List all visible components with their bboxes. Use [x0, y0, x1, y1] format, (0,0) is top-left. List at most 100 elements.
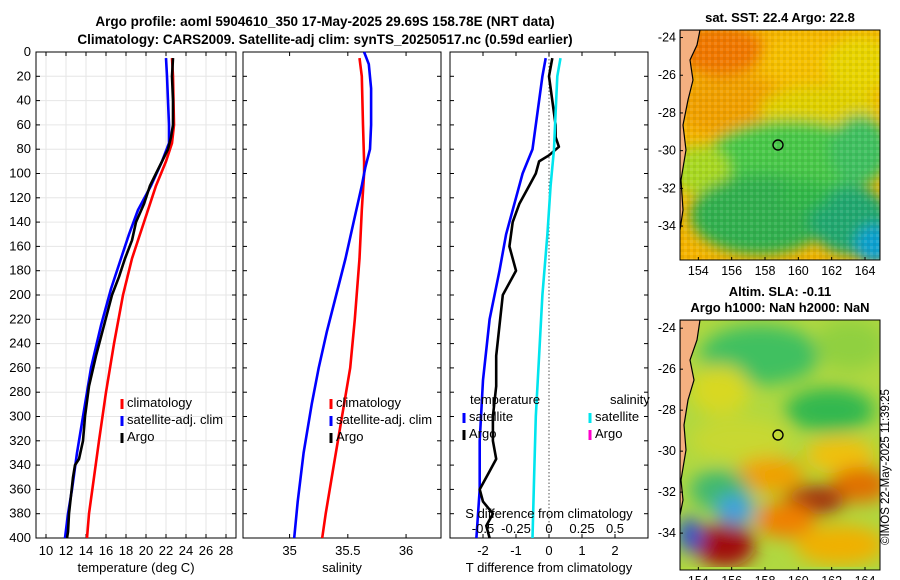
y-tick-label: 320	[9, 433, 31, 448]
map-lon-label: 164	[855, 574, 876, 580]
temperature-line-climatology	[85, 58, 176, 539]
difference-line-temperature-argo	[478, 57, 561, 539]
y-tick-label: 360	[9, 481, 31, 496]
diff-temperature-legend-label: satellite	[469, 409, 513, 424]
y-tick-label: 20	[17, 68, 31, 83]
y-tick-label: 180	[9, 263, 31, 278]
map-lat-label: -32	[658, 181, 676, 195]
figure-title-line2: Climatology: CARS2009. Satellite-adj cli…	[77, 32, 573, 47]
map-lat-label: -34	[658, 526, 676, 540]
sst-map-title: sat. SST: 22.4 Argo: 22.8	[705, 10, 855, 25]
x-tick-label: 26	[199, 543, 213, 558]
top-x-tick-label: 0.25	[569, 521, 594, 536]
temperature-legend-label: climatology	[127, 395, 193, 410]
map-lat-label: -32	[658, 485, 676, 499]
salinity-legend-label: satellite-adj. clim	[336, 412, 432, 427]
sla-map-title-line1: Altim. SLA: -0.11	[728, 284, 832, 299]
y-tick-label: 80	[17, 141, 31, 156]
diff-temperature-legend-label: Argo	[469, 426, 496, 441]
diff-legend-heading-temperature: temperature	[470, 392, 540, 407]
x-tick-label: -2	[477, 543, 489, 558]
y-tick-label: 400	[9, 530, 31, 545]
map-lat-label: -28	[658, 106, 676, 120]
x-tick-label: 0	[545, 543, 552, 558]
sst-float-marker	[772, 139, 784, 151]
map-lon-label: 154	[688, 264, 709, 278]
top-x-tick-label: -0.5	[472, 521, 494, 536]
y-tick-label: 60	[17, 117, 31, 132]
y-tick-label: 40	[17, 93, 31, 108]
x-tick-label: 24	[179, 543, 193, 558]
plot-frame	[242, 51, 442, 539]
temperature-legend-label: Argo	[127, 429, 154, 444]
y-tick-label: 0	[24, 44, 31, 59]
top-x-tick-label: -0.25	[501, 521, 531, 536]
x-axis-label: salinity	[322, 560, 362, 575]
x-tick-label: 22	[159, 543, 173, 558]
y-tick-label: 200	[9, 287, 31, 302]
salinity-legend-label: Argo	[336, 429, 363, 444]
profile-panel-temperature: 10 12 14 16 18 20 22 24 26 28 temperature (deg C) 0…	[9, 44, 237, 575]
x-tick-label: 36	[399, 543, 413, 558]
y-tick-label: 160	[9, 238, 31, 253]
map-lon-label: 160	[788, 574, 809, 580]
x-tick-label: 14	[79, 543, 93, 558]
map-lon-label: 156	[721, 264, 742, 278]
x-tick-label: 18	[119, 543, 133, 558]
map-lat-label: -26	[658, 68, 676, 82]
map-lon-label: 158	[755, 264, 776, 278]
diff-salinity-legend-label: Argo	[595, 426, 622, 441]
x-tick-label: 35.5	[335, 543, 360, 558]
x-tick-label: 2	[611, 543, 618, 558]
y-tick-label: 220	[9, 311, 31, 326]
y-tick-label: 240	[9, 336, 31, 351]
temperature-line-argo	[65, 58, 175, 539]
map-lat-label: -30	[658, 444, 676, 458]
diff-salinity-legend-label: satellite	[595, 409, 639, 424]
y-tick-label: 300	[9, 409, 31, 424]
temperature-line-satellite-adj-clim	[63, 58, 171, 539]
map-lat-label: -30	[658, 144, 676, 158]
diff-legend-heading-salinity: salinity	[610, 392, 650, 407]
x-tick-label: -1	[510, 543, 522, 558]
salinity-line-climatology	[320, 57, 366, 539]
temperature-legend-label: satellite-adj. clim	[127, 412, 223, 427]
map-lat-label: -34	[658, 219, 676, 233]
sla-map-title-line2: Argo h1000: NaN h2000: NaN	[690, 300, 870, 315]
top-x-tick-label: 0	[545, 521, 552, 536]
difference-line-salinity-satellite	[531, 57, 562, 539]
map-lon-label: 154	[688, 574, 709, 580]
salinity-legend-label: climatology	[336, 395, 402, 410]
y-tick-label: 140	[9, 214, 31, 229]
map-lon-label: 160	[788, 264, 809, 278]
y-tick-label: 280	[9, 384, 31, 399]
map-lat-label: -28	[658, 403, 676, 417]
x-tick-label: 35	[282, 543, 296, 558]
profile-panel-difference-from-climatology: -2 -1 0 1 2 T difference from climatology -0.5…	[449, 51, 650, 575]
y-tick-label: 120	[9, 190, 31, 205]
salinity-line-satellite-adj-clim	[292, 51, 373, 539]
x-tick-label: 1	[578, 543, 585, 558]
top-x-axis-label: S difference from climatology	[465, 506, 633, 521]
sla-float-marker	[772, 429, 784, 441]
profile-panel-salinity: 35 35.5 36 salinity climatology satellite-adj…	[242, 51, 442, 575]
x-tick-label: 28	[219, 543, 233, 558]
y-tick-label: 380	[9, 506, 31, 521]
y-tick-label: 100	[9, 166, 31, 181]
difference-line-temperature-satellite	[475, 57, 547, 539]
map-lon-label: 164	[855, 264, 876, 278]
sla-map: -24 -26 -28 -30 -32 -34 154 156 158 160 162 164	[658, 319, 881, 580]
x-axis-label: temperature (deg C)	[77, 560, 194, 575]
map-lat-label: -26	[658, 362, 676, 376]
map-lon-label: 162	[821, 264, 842, 278]
sla-map-field	[680, 320, 880, 570]
map-lat-label: -24	[658, 321, 676, 335]
y-tick-label: 340	[9, 457, 31, 472]
map-lon-label: 156	[721, 574, 742, 580]
map-lon-label: 162	[821, 574, 842, 580]
x-tick-label: 12	[59, 543, 73, 558]
copyright-note: ©IMOS 22-May-2025 11:39:25	[880, 389, 892, 545]
map-lon-label: 158	[755, 574, 776, 580]
